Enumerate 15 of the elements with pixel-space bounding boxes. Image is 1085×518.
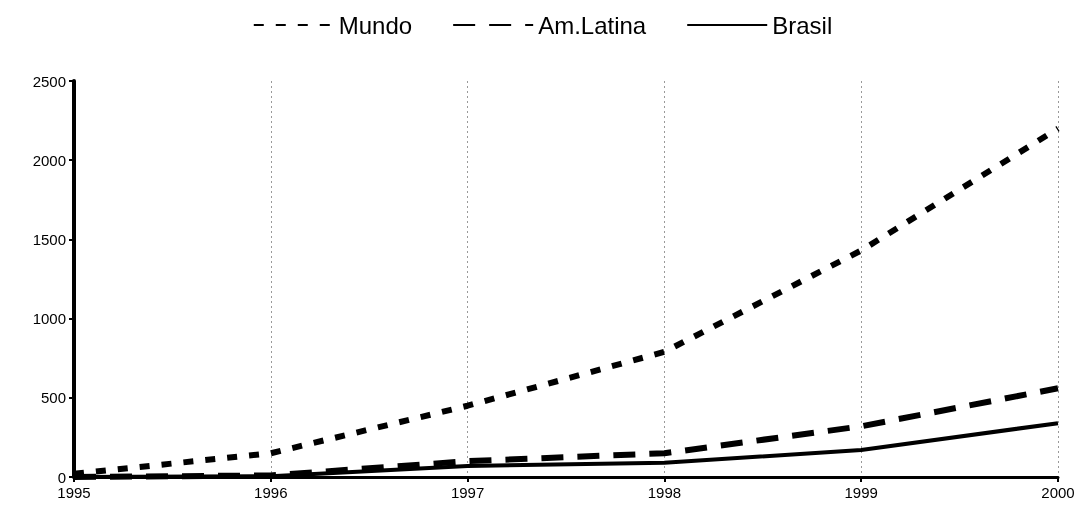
y-tick-label: 1500: [32, 230, 66, 248]
x-tick-label: 2000: [1041, 484, 1075, 501]
x-tick-label: 1997: [450, 484, 485, 501]
legend-label: Mundo: [338, 11, 413, 39]
y-tick-label: 1000: [32, 310, 66, 328]
x-tick-label: 1998: [647, 484, 682, 501]
y-tick-label: 0: [57, 468, 66, 486]
y-tick-label: 500: [40, 389, 66, 407]
x-tick-label: 1999: [844, 484, 878, 501]
legend-label: Brasil: [772, 11, 833, 39]
y-tick-label: 2000: [32, 151, 66, 169]
y-tick-label: 2500: [32, 72, 66, 90]
legend-label: Am.Latina: [538, 11, 647, 39]
x-tick-label: 1995: [57, 484, 91, 501]
x-tick-label: 1996: [254, 484, 288, 501]
